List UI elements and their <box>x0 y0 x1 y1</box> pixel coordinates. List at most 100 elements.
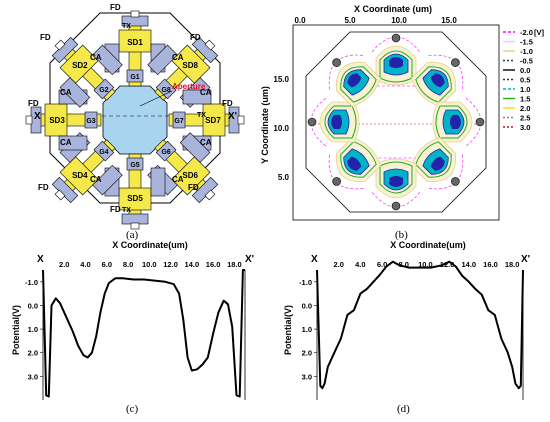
legend-label: -0.5 <box>520 57 533 66</box>
chart-x-tick: 6.0 <box>102 260 112 269</box>
panel-c-title: X Coordinate(um) <box>112 240 188 250</box>
ca-pad <box>150 167 166 197</box>
caption-c: (c) <box>126 403 139 415</box>
ca-pad <box>182 89 212 105</box>
fd-contact <box>451 58 460 67</box>
panel-b-y-title: Y Coordinate (um) <box>260 86 270 164</box>
sd-label: SD5 <box>127 194 143 203</box>
gate-pad <box>126 69 144 83</box>
chart-x-tick: 14.0 <box>185 260 200 269</box>
aperture-pointer <box>139 90 173 107</box>
panel-d-potential: X Coordinate(um) X X' Potential(V) 2.0 4.… <box>283 240 530 415</box>
fd-contact <box>332 177 341 186</box>
fd-label: FD <box>28 99 39 108</box>
gate-label: G8 <box>161 87 170 94</box>
panel-b-y-tick: 5.0 <box>278 173 290 182</box>
contour-lobe <box>328 54 381 107</box>
panel-c-right-end: X' <box>245 254 254 265</box>
fd-contact <box>332 58 341 67</box>
sd-label: SD8 <box>182 61 198 70</box>
legend-label: 3.0 <box>520 123 530 132</box>
chart-x-tick: 2.0 <box>333 260 343 269</box>
potential-series-line <box>42 269 245 398</box>
outer-octagon <box>49 12 221 204</box>
axis-x-right: X' <box>228 111 237 122</box>
sd-pad <box>171 44 211 84</box>
fd-label: FD <box>40 33 51 42</box>
legend-label: 1.0 <box>520 85 530 94</box>
sd-pad <box>118 187 152 211</box>
fd-node <box>204 39 216 51</box>
caption-a: (a) <box>126 229 139 241</box>
tx-label: TX <box>122 23 131 30</box>
fd-label: FD <box>110 3 121 12</box>
sd-label: SD3 <box>49 116 65 125</box>
sd-label: SD1 <box>127 38 143 47</box>
gate-label: G3 <box>86 118 95 125</box>
sd-label: SD2 <box>72 61 88 70</box>
ca-pad <box>92 44 123 76</box>
contour-05 <box>389 176 403 187</box>
ca-pad <box>59 77 91 108</box>
gate-pad <box>155 78 177 100</box>
chart-y-tick: -1.0 <box>299 278 312 287</box>
chart-x-tick: 10.0 <box>418 260 433 269</box>
aperture-octagon <box>102 85 168 155</box>
electrode-arm <box>104 10 166 87</box>
aperture-label: Aperture <box>172 82 206 91</box>
sd-label: SD4 <box>72 171 88 180</box>
sd-pad <box>118 29 152 53</box>
gate-pad <box>155 140 177 162</box>
gate-label: G4 <box>99 149 108 156</box>
legend-label: -1.0 <box>520 47 533 56</box>
fd-contact <box>475 117 485 127</box>
fd-node <box>130 10 140 18</box>
fd-label: FD <box>222 99 233 108</box>
contour-lobe <box>371 33 421 86</box>
gate-label: G5 <box>130 162 139 169</box>
legend-unit: [V] <box>534 28 545 37</box>
chart-y-tick: 0.0 <box>302 301 312 310</box>
panel-d-ylabel: Potential(V) <box>283 305 293 355</box>
legend-label: 0.5 <box>520 76 530 85</box>
sd-label: SD6 <box>182 171 198 180</box>
sd-pad <box>44 103 68 137</box>
caption-d: (d) <box>397 403 410 415</box>
legend-label: 2.5 <box>520 114 530 123</box>
chart-y-tick: 3.0 <box>302 372 312 381</box>
chart-y-tick: 3.0 <box>28 372 38 381</box>
panel-d-right-end: X' <box>521 254 530 265</box>
sd-pad <box>59 44 99 84</box>
gate-label: G7 <box>174 118 183 125</box>
fd-node <box>237 115 245 125</box>
fd-label: FD <box>188 183 199 192</box>
panel-a-schematic: SD1 G1 SD8 G8 SD7 G7 SD6 G6 SD5 G5 SD4 G4 SD3 G3 SD2 G2… <box>25 3 245 241</box>
panel-c-potential: X Coordinate(um) X X' Potential(V) 2.0 4.… <box>11 240 254 415</box>
electrode-arm <box>51 36 123 108</box>
ca-label: CA <box>90 53 102 62</box>
chart-y-tick: 2.0 <box>302 349 312 358</box>
chart-x-tick: 14.0 <box>461 260 476 269</box>
chart-y-tick: -1.0 <box>25 278 38 287</box>
chart-x-tick: 18.0 <box>227 260 242 269</box>
contour-m20 <box>328 154 364 190</box>
chart-x-tick: 2.0 <box>59 260 69 269</box>
fd-label: FD <box>190 33 201 42</box>
device-outline <box>305 31 487 213</box>
gate-pad <box>84 111 98 129</box>
fd-contact <box>307 117 317 127</box>
contour-05 <box>389 57 403 68</box>
caption-b: (b) <box>395 229 408 241</box>
ca-label: CA <box>200 138 212 147</box>
contour-m20 <box>371 36 421 53</box>
chart-x-tick: 10.0 <box>142 260 157 269</box>
fd-node <box>54 189 66 201</box>
contour-05 <box>347 156 362 171</box>
fd-node <box>204 189 216 201</box>
chart-x-tick: 18.0 <box>505 260 520 269</box>
ca-pad <box>92 164 123 196</box>
panel-b-x-tick: 0.0 <box>294 16 306 25</box>
panel-b-contour: X Coordinate (um) 0.0 5.0 10.0 15.0 Y Coord… <box>260 4 545 241</box>
chart-x-tick: 8.0 <box>123 260 133 269</box>
legend-label: 1.5 <box>520 95 530 104</box>
